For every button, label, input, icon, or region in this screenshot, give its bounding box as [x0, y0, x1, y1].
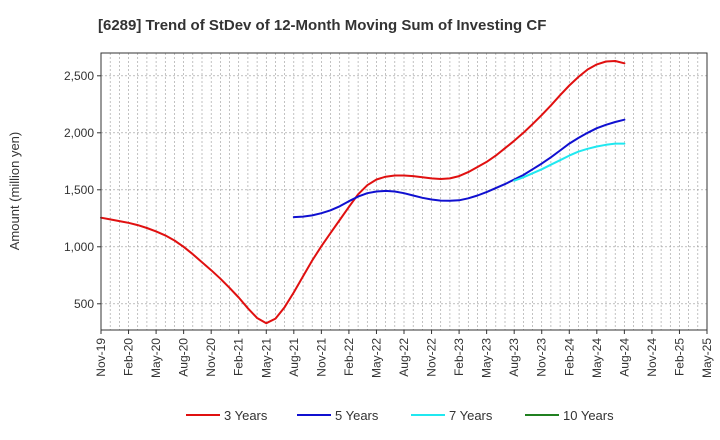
y-tick-label: 1,500 — [64, 183, 94, 197]
y-tick-label: 1,000 — [64, 240, 94, 254]
x-tick-label: Aug-22 — [397, 338, 411, 377]
x-tick-label: Nov-22 — [425, 338, 439, 377]
x-tick-label: Nov-20 — [204, 338, 218, 377]
x-tick-label: Feb-21 — [232, 338, 246, 376]
series-line-3-years — [100, 60, 626, 325]
x-tick-label: Feb-24 — [562, 338, 576, 376]
y-tick-label: 2,000 — [64, 126, 94, 140]
x-tick-label: Nov-24 — [645, 338, 659, 377]
x-tick-label: Nov-21 — [314, 338, 328, 377]
legend-label: 5 Years — [335, 408, 379, 423]
x-tick-label: Aug-23 — [507, 338, 521, 377]
grid-lines — [101, 53, 707, 330]
x-tick-label: May-23 — [480, 338, 494, 378]
legend-label: 7 Years — [449, 408, 493, 423]
legend: 3 Years 5 Years 7 Years 10 Years — [186, 408, 614, 423]
x-tick-label: May-25 — [700, 338, 714, 378]
x-tick-label: Feb-23 — [452, 338, 466, 376]
x-tick-label: Aug-24 — [617, 338, 631, 377]
x-tick-label: Aug-20 — [177, 338, 191, 377]
x-tick-label: Feb-20 — [122, 338, 136, 376]
chart-title: [6289] Trend of StDev of 12-Month Moving… — [98, 17, 546, 34]
y-axis-label: Amount (million yen) — [7, 132, 22, 251]
legend-label: 3 Years — [224, 408, 268, 423]
x-tick-label: May-22 — [369, 338, 383, 378]
x-tick-label: Feb-25 — [672, 338, 686, 376]
x-axis-ticks: Nov-19 Feb-20 May-20 Aug-20 Nov-20 Feb-21 May-… — [94, 330, 714, 378]
series-layer — [100, 60, 626, 325]
x-tick-label: May-21 — [259, 338, 273, 378]
legend-label: 10 Years — [563, 408, 614, 423]
x-tick-label: Feb-22 — [342, 338, 356, 376]
y-tick-label: 500 — [74, 297, 94, 311]
series-line-7-years — [513, 142, 626, 182]
series-line-5-years — [292, 118, 626, 219]
x-tick-label: May-24 — [590, 338, 604, 378]
x-tick-label: Aug-21 — [287, 338, 301, 377]
x-tick-label: May-20 — [149, 338, 163, 378]
x-tick-label: Nov-23 — [535, 338, 549, 377]
y-axis-ticks: 500 1,000 1,500 2,000 2,500 — [64, 69, 101, 311]
x-tick-label: Nov-19 — [94, 338, 108, 377]
y-tick-label: 2,500 — [64, 69, 94, 83]
